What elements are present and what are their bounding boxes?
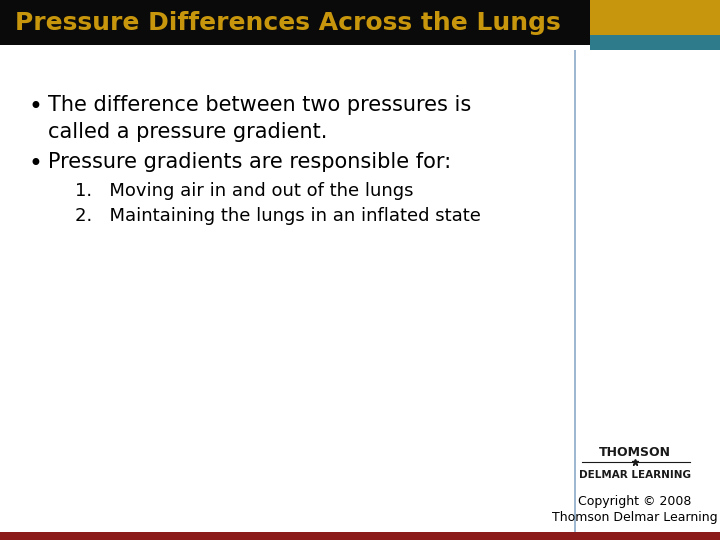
- Text: Copyright © 2008: Copyright © 2008: [578, 496, 692, 509]
- FancyBboxPatch shape: [0, 0, 590, 45]
- Text: •: •: [28, 152, 42, 176]
- Text: Pressure Differences Across the Lungs: Pressure Differences Across the Lungs: [15, 11, 561, 35]
- Bar: [0, 532, 720, 540]
- Text: DELMAR LEARNING: DELMAR LEARNING: [579, 470, 691, 480]
- Text: 2.   Maintaining the lungs in an inflated state: 2. Maintaining the lungs in an inflated …: [75, 207, 481, 225]
- Text: Pressure gradients are responsible for:: Pressure gradients are responsible for:: [48, 152, 451, 172]
- Bar: [590, 35, 720, 50]
- Bar: [0, 0, 590, 25]
- Text: THOMSON: THOMSON: [599, 446, 671, 458]
- Text: •: •: [28, 95, 42, 119]
- Bar: [0, 0, 590, 45]
- Text: The difference between two pressures is: The difference between two pressures is: [48, 95, 472, 115]
- Text: Thomson Delmar Learning: Thomson Delmar Learning: [552, 511, 718, 524]
- Text: 1.   Moving air in and out of the lungs: 1. Moving air in and out of the lungs: [75, 182, 413, 200]
- Text: called a pressure gradient.: called a pressure gradient.: [48, 122, 328, 142]
- Bar: [590, 0, 720, 35]
